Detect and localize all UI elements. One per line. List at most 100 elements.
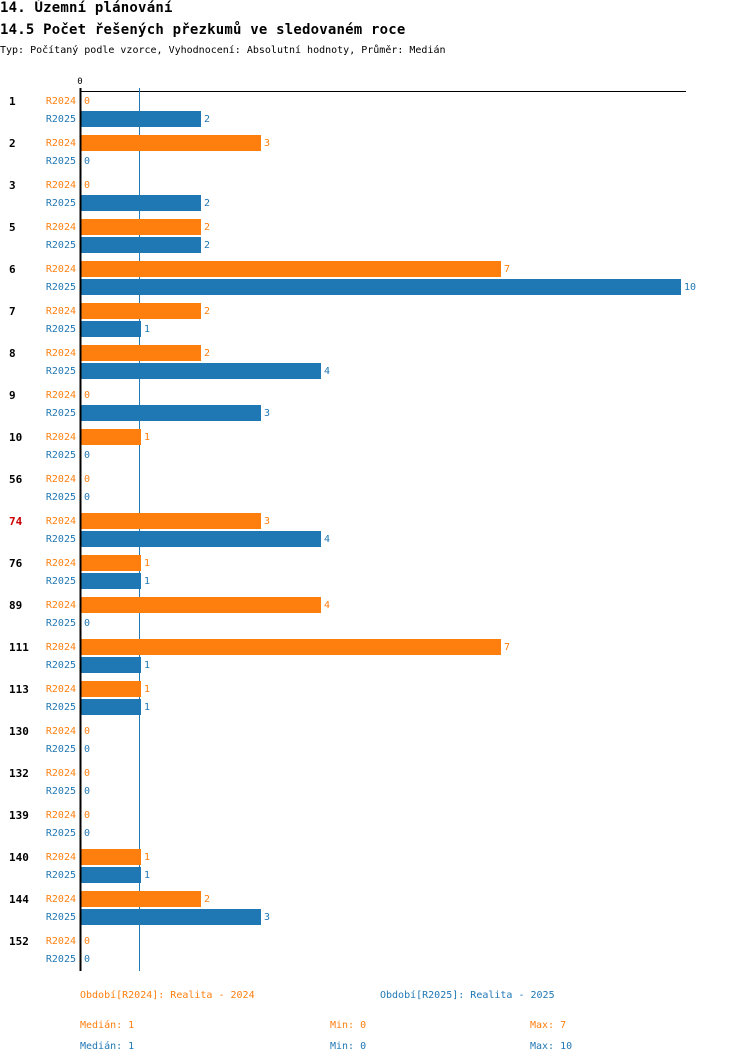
bar [81,531,321,547]
series-label: R2024 [46,432,76,443]
series-label: R2025 [46,912,76,923]
bar [81,573,141,589]
bar [81,867,141,883]
data-label: 7 [504,264,510,275]
data-label: 0 [84,810,90,821]
data-label: 0 [84,390,90,401]
series-label: R2025 [46,366,76,377]
category-label: 152 [9,935,29,948]
bar [81,303,201,319]
series-label: R2024 [46,894,76,905]
data-label: 0 [84,492,90,503]
category-label: 111 [9,641,29,654]
data-label: 0 [84,474,90,485]
series-label: R2024 [46,348,76,359]
x-axis-zero-label: 0 [77,77,82,87]
stat-r2025-max: Max: 10 [530,1041,573,1052]
stat-r2024-max: Max: 7 [530,1020,567,1031]
series-label: R2024 [46,558,76,569]
category-label: 56 [9,473,23,486]
category-label: 2 [9,137,16,150]
chart-subtitle: Typ: Počítaný podle vzorce, Vyhodnocení:… [0,45,446,56]
data-label: 1 [144,558,150,569]
category-label: 140 [9,851,29,864]
bar [81,219,201,235]
category-label: 8 [9,347,16,360]
bar [81,513,261,529]
series-label: R2024 [46,264,76,275]
series-label: R2025 [46,198,76,209]
legend-r2024: Období[R2024]: Realita - 2024 [80,990,255,1001]
data-label: 1 [144,684,150,695]
series-label: R2024 [46,810,76,821]
legend-r2025: Období[R2025]: Realita - 2025 [380,990,555,1001]
bar [81,237,201,253]
series-label: R2025 [46,870,76,881]
category-label: 10 [9,431,22,444]
category-label: 139 [9,809,29,822]
data-label: 0 [84,936,90,947]
bar [81,699,141,715]
data-label: 4 [324,534,330,545]
series-label: R2025 [46,156,76,167]
data-label: 3 [264,912,270,923]
category-label: 113 [9,683,29,696]
category-label: 3 [9,179,16,192]
bar [81,849,141,865]
stat-r2024-min: Min: 0 [330,1020,367,1031]
category-label: 89 [9,599,22,612]
category-label: 7 [9,305,16,318]
bar [81,891,201,907]
series-label: R2024 [46,642,76,653]
category-label: 130 [9,725,29,738]
series-label: R2025 [46,240,76,251]
category-label: 74 [9,515,23,528]
data-label: 1 [144,870,150,881]
stat-r2025-min: Min: 0 [330,1041,367,1052]
category-label: 1 [9,95,16,108]
data-label: 1 [144,852,150,863]
category-label: 9 [9,389,16,402]
chart-title: 14.5 Počet řešených přezkumů ve sledovan… [0,22,406,38]
bar [81,405,261,421]
bar [81,279,681,295]
bar [81,909,261,925]
data-label: 1 [144,324,150,335]
series-label: R2024 [46,96,76,107]
series-label: R2024 [46,516,76,527]
data-label: 0 [84,786,90,797]
data-label: 4 [324,600,330,611]
bar [81,429,141,445]
stat-r2025-median: Medián: 1 [80,1041,135,1052]
data-label: 7 [504,642,510,653]
bar [81,657,141,673]
data-label: 0 [84,726,90,737]
data-label: 0 [84,768,90,779]
stat-r2024-median: Medián: 1 [80,1020,135,1031]
series-label: R2025 [46,660,76,671]
data-label: 0 [84,156,90,167]
series-label: R2024 [46,684,76,695]
data-label: 3 [264,138,270,149]
category-label: 132 [9,767,29,780]
bar [81,111,201,127]
bar [81,195,201,211]
data-label: 0 [84,96,90,107]
bar [81,261,501,277]
series-label: R2024 [46,474,76,485]
data-label: 0 [84,618,90,629]
series-label: R2024 [46,180,76,191]
series-label: R2024 [46,726,76,737]
category-label: 144 [9,893,29,906]
bar [81,363,321,379]
bar [81,321,141,337]
data-label: 1 [144,702,150,713]
series-label: R2024 [46,852,76,863]
data-label: 2 [204,198,210,209]
data-label: 2 [204,240,210,251]
series-label: R2024 [46,306,76,317]
data-label: 0 [84,744,90,755]
series-label: R2025 [46,744,76,755]
bar [81,555,141,571]
section-title: 14. Územní plánování [0,0,173,16]
